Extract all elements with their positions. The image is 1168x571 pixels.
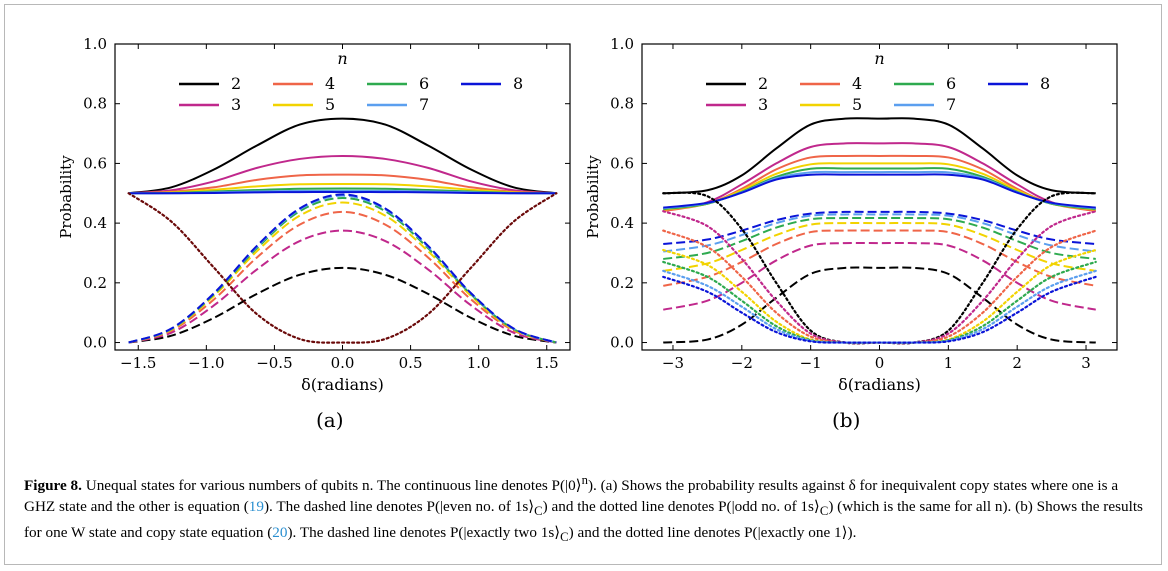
figure-frame — [4, 4, 1162, 565]
x-tick-label-b: −2 — [731, 354, 753, 372]
caption-figure-label: Figure 8. — [24, 477, 82, 495]
legend-label-b-3: 3 — [758, 95, 768, 114]
x-tick-label-a: 0.5 — [399, 354, 423, 372]
y-tick-label-b: 0.8 — [610, 95, 634, 113]
caption-text-6: ). The dashed line denotes P(|exactly tw… — [287, 524, 561, 542]
series-line-b-dotted-6 — [662, 260, 1097, 344]
series-line-b-dotted-8 — [662, 275, 1097, 344]
series-line-b-solid-7 — [663, 170, 1096, 210]
series-line-a-dashed-3 — [128, 229, 557, 344]
x-tick-label-a: 1.5 — [535, 354, 559, 372]
caption-text-3: ). The dashed line denotes P(|even no. o… — [263, 498, 535, 516]
y-tick-label-a: 0.0 — [83, 334, 107, 352]
x-axis-label-a: δ(radians) — [301, 375, 384, 394]
series-line-a-solid-5 — [128, 182, 557, 195]
y-tick-label-b: 0.0 — [610, 334, 634, 352]
x-tick-label-b: 1 — [944, 354, 954, 372]
series-line-b-dashed-3 — [663, 241, 1096, 311]
legend-label-a-7: 7 — [419, 95, 429, 114]
x-tick-label-a: 1.0 — [467, 354, 491, 372]
legend-label-a-2: 2 — [231, 74, 241, 93]
x-axis-label-b: δ(radians) — [838, 375, 921, 394]
legend-label-b-8: 8 — [1040, 74, 1050, 93]
caption-ref-20[interactable]: 20 — [272, 524, 288, 542]
series-line-a-solid-3 — [128, 154, 557, 195]
plot-frame-a — [114, 43, 571, 351]
caption-text-7: ) and the dotted line denotes P(|exactly… — [568, 524, 857, 542]
series-line-b-dashed-4 — [663, 229, 1096, 287]
legend-title-a: n — [337, 49, 347, 68]
legend-label-b-2: 2 — [758, 74, 768, 93]
y-tick-label-b: 0.4 — [610, 214, 634, 232]
y-tick-label-a: 0.2 — [83, 274, 107, 292]
series-line-b-solid-3 — [663, 142, 1096, 213]
series-line-a-solid-8 — [128, 191, 557, 195]
caption-text-4: ) and the dotted line denotes P(|odd no.… — [542, 498, 820, 516]
caption-ref-19[interactable]: 19 — [248, 498, 264, 516]
x-tick-label-a: −0.5 — [256, 354, 292, 372]
series-line-b-dashed-5 — [663, 222, 1096, 272]
series-line-b-dashed-6 — [663, 216, 1096, 260]
y-tick-label-a: 0.8 — [83, 95, 107, 113]
legend-label-b-4: 4 — [852, 74, 862, 93]
series-line-b-dashed-7 — [663, 213, 1096, 253]
series-line-a-solid-4 — [128, 173, 557, 195]
series-line-b-solid-5 — [663, 162, 1096, 211]
series-line-a-dashed-4 — [128, 210, 557, 344]
panel-label-b: (b) — [832, 408, 861, 432]
legend-label-a-3: 3 — [231, 95, 241, 114]
caption-text-2: ). (a) Shows the probability results aga… — [24, 477, 1119, 516]
x-tick-label-a: 0.0 — [331, 354, 355, 372]
legend-label-a-5: 5 — [325, 95, 335, 114]
caption-text-5: ) (which is the same for all n). (b) Sho… — [24, 498, 1143, 542]
y-tick-label-a: 0.6 — [83, 154, 107, 172]
caption-sup-n: n — [581, 473, 588, 487]
series-line-a-dotted-odd — [127, 192, 558, 344]
legend-label-a-4: 4 — [325, 74, 335, 93]
legend-label-a-6: 6 — [419, 74, 429, 93]
x-tick-label-a: −1.5 — [120, 354, 156, 372]
chart-panel-a: −1.5 −1.0 −0.5 0.0 0.5 1.0 1.5 0.0 0.2 0.4 0.6 0.8 1… — [60, 35, 571, 394]
series-line-b-dashed-2 — [663, 266, 1096, 344]
legend-label-b-7: 7 — [946, 95, 956, 114]
y-tick-label-a: 1.0 — [83, 35, 107, 53]
series-line-b-solid-4 — [663, 154, 1096, 213]
series-line-a-solid-2 — [128, 117, 557, 195]
series-line-a-dashed-2 — [128, 266, 557, 344]
series-line-a-dashed-8 — [128, 193, 557, 344]
y-axis-label-b: Probability — [584, 155, 602, 239]
x-tick-label-a: −1.0 — [188, 354, 224, 372]
caption-text-1: Unequal states for various numbers of qu… — [85, 477, 582, 495]
x-tick-label-b: 2 — [1012, 354, 1022, 372]
series-line-b-solid-2 — [663, 117, 1096, 195]
series-line-b-solid-8 — [663, 173, 1096, 209]
legend-label-b-5: 5 — [852, 95, 862, 114]
figure-caption: Figure 8. Unequal states for various num… — [24, 470, 1144, 548]
caption-sub-c3: C — [560, 530, 569, 545]
x-tick-label-b: 0 — [875, 354, 885, 372]
y-tick-label-a: 0.4 — [83, 214, 107, 232]
x-tick-label-b: −3 — [662, 354, 684, 372]
legend-title-b: n — [874, 49, 884, 68]
y-tick-label-b: 1.0 — [610, 35, 634, 53]
legend-label-b-6: 6 — [946, 74, 956, 93]
series-line-b-dotted-7 — [662, 269, 1097, 344]
x-tick-label-b: −1 — [800, 354, 822, 372]
panel-label-a: (a) — [316, 408, 344, 432]
legend-label-a-8: 8 — [513, 74, 523, 93]
caption-sub-c2: C — [819, 504, 829, 519]
chart-panel-b: −3 −2 −1 0 1 2 3 0.0 0.2 0.4 0.6 0.8 1.0 δ(radians) Pr… — [584, 35, 1118, 394]
x-tick-label-b: 3 — [1081, 354, 1091, 372]
caption-sub-c1: C — [534, 504, 543, 519]
series-line-b-dotted-4 — [662, 229, 1097, 345]
y-tick-label-b: 0.2 — [610, 274, 634, 292]
y-axis-label-a: Probability — [60, 155, 75, 239]
y-tick-label-b: 0.6 — [610, 154, 634, 172]
